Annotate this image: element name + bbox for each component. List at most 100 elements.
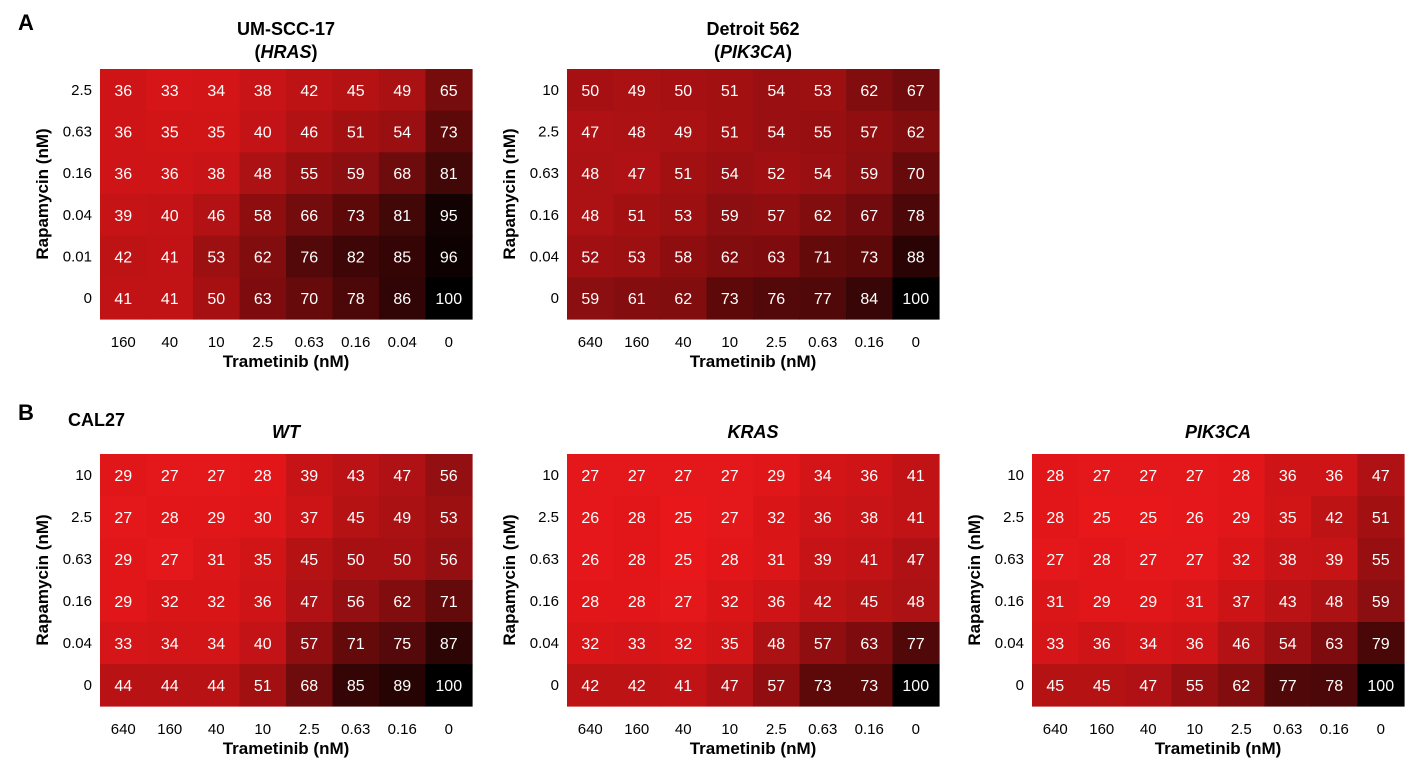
heatmap-cell	[753, 110, 801, 153]
cell-value-label: 85	[347, 678, 365, 695]
heatmap-cell	[1125, 664, 1173, 707]
cell-value-label: 28	[1093, 552, 1111, 569]
heatmap-cell	[613, 277, 661, 320]
cell-value-label: 51	[254, 678, 272, 695]
heatmap-cell	[1032, 454, 1080, 497]
heatmap-cell	[1311, 622, 1359, 665]
x-axis-label: Trametinib (nM)	[223, 352, 350, 371]
cell-value-label: 45	[347, 83, 365, 100]
heatmap-cell	[425, 194, 473, 237]
heatmap-cell	[613, 580, 661, 623]
heatmap-cell	[146, 194, 194, 237]
cell-value-label: 29	[114, 468, 132, 485]
heatmap-cell	[100, 664, 148, 707]
cell-value-label: 54	[721, 166, 739, 183]
cell-value-label: 44	[114, 678, 132, 695]
heatmap-cell	[286, 622, 334, 665]
heatmap-cell	[660, 277, 708, 320]
heatmap-cell	[425, 110, 473, 153]
y-tick-label: 0.16	[995, 593, 1024, 610]
cell-value-label: 25	[1093, 510, 1111, 527]
heatmap-cell	[1218, 664, 1266, 707]
heatmap-cell	[425, 538, 473, 581]
cell-value-label: 100	[435, 678, 462, 695]
heatmap-cell	[846, 110, 894, 153]
cell-value-label: 57	[767, 208, 785, 225]
heatmap-cell	[892, 664, 940, 707]
heatmap-cell	[846, 235, 894, 278]
cell-value-label: 32	[161, 594, 179, 611]
heatmap-cell	[1171, 454, 1219, 497]
heatmap-cell	[1357, 622, 1405, 665]
y-tick-label: 2.5	[71, 509, 92, 526]
cell-value-label: 27	[1046, 552, 1064, 569]
cell-value-label: 53	[207, 250, 225, 267]
heatmap-cell	[332, 538, 380, 581]
heatmap-cell	[706, 664, 754, 707]
heatmap-cell	[1357, 496, 1405, 539]
cell-value-label: 56	[440, 552, 458, 569]
y-tick-label: 10	[542, 82, 559, 99]
cell-value-label: 28	[161, 510, 179, 527]
heatmap-cell	[100, 496, 148, 539]
heatmap-cell	[1078, 622, 1126, 665]
cell-value-label: 52	[581, 250, 599, 267]
cell-value-label: 59	[347, 166, 365, 183]
heatmap-cell	[146, 538, 194, 581]
heatmap-cell	[613, 110, 661, 153]
cell-value-label: 42	[628, 678, 646, 695]
heatmap-cell	[146, 664, 194, 707]
cell-value-label: 34	[814, 468, 832, 485]
cell-value-label: 59	[721, 208, 739, 225]
cell-value-label: 62	[1232, 678, 1250, 695]
cell-value-label: 51	[674, 166, 692, 183]
cell-value-label: 48	[581, 166, 599, 183]
chart-title: KRAS	[727, 422, 778, 442]
heatmap-cell	[146, 496, 194, 539]
cell-value-label: 41	[907, 510, 925, 527]
cell-value-label: 58	[674, 250, 692, 267]
heatmap-cell	[753, 496, 801, 539]
cell-value-label: 34	[1139, 636, 1157, 653]
cell-value-label: 27	[674, 468, 692, 485]
cell-value-label: 42	[814, 594, 832, 611]
cell-value-label: 47	[628, 166, 646, 183]
cell-value-label: 78	[907, 208, 925, 225]
cell-value-label: 31	[1046, 594, 1064, 611]
cell-value-label: 45	[1093, 678, 1111, 695]
heatmap-cell	[1125, 580, 1173, 623]
cell-value-label: 26	[1186, 510, 1204, 527]
heatmap-cell	[660, 496, 708, 539]
heatmap-cell	[379, 664, 427, 707]
cell-value-label: 27	[1186, 468, 1204, 485]
panel-label-a: A	[18, 10, 34, 35]
cell-value-label: 62	[721, 250, 739, 267]
heatmap-cell	[613, 664, 661, 707]
heatmap-cell	[425, 152, 473, 195]
heatmap-cell	[753, 69, 801, 112]
x-tick-label: 640	[578, 721, 603, 738]
x-tick-label: 0.63	[341, 721, 370, 738]
heatmap-cell	[286, 454, 334, 497]
cell-value-label: 28	[1232, 468, 1250, 485]
cell-value-label: 51	[347, 125, 365, 142]
cell-value-label: 59	[581, 291, 599, 308]
heatmap-cell	[567, 235, 615, 278]
heatmap-cell	[1218, 622, 1266, 665]
cell-value-label: 36	[114, 166, 132, 183]
heatmap-cell	[425, 69, 473, 112]
cell-value-label: 54	[767, 83, 785, 100]
y-tick-label: 0	[1016, 677, 1024, 694]
cell-value-label: 46	[207, 208, 225, 225]
heatmap-cell	[1078, 454, 1126, 497]
heatmap-cell	[379, 496, 427, 539]
cell-value-label: 46	[300, 125, 318, 142]
heatmap-cell	[1032, 580, 1080, 623]
cell-value-label: 51	[721, 125, 739, 142]
cell-value-label: 32	[207, 594, 225, 611]
heatmap-cell	[892, 235, 940, 278]
y-axis-label: Rapamycin (nM)	[965, 514, 984, 645]
heatmap-cell	[706, 110, 754, 153]
cell-value-label: 34	[207, 636, 225, 653]
heatmap-cell	[892, 580, 940, 623]
